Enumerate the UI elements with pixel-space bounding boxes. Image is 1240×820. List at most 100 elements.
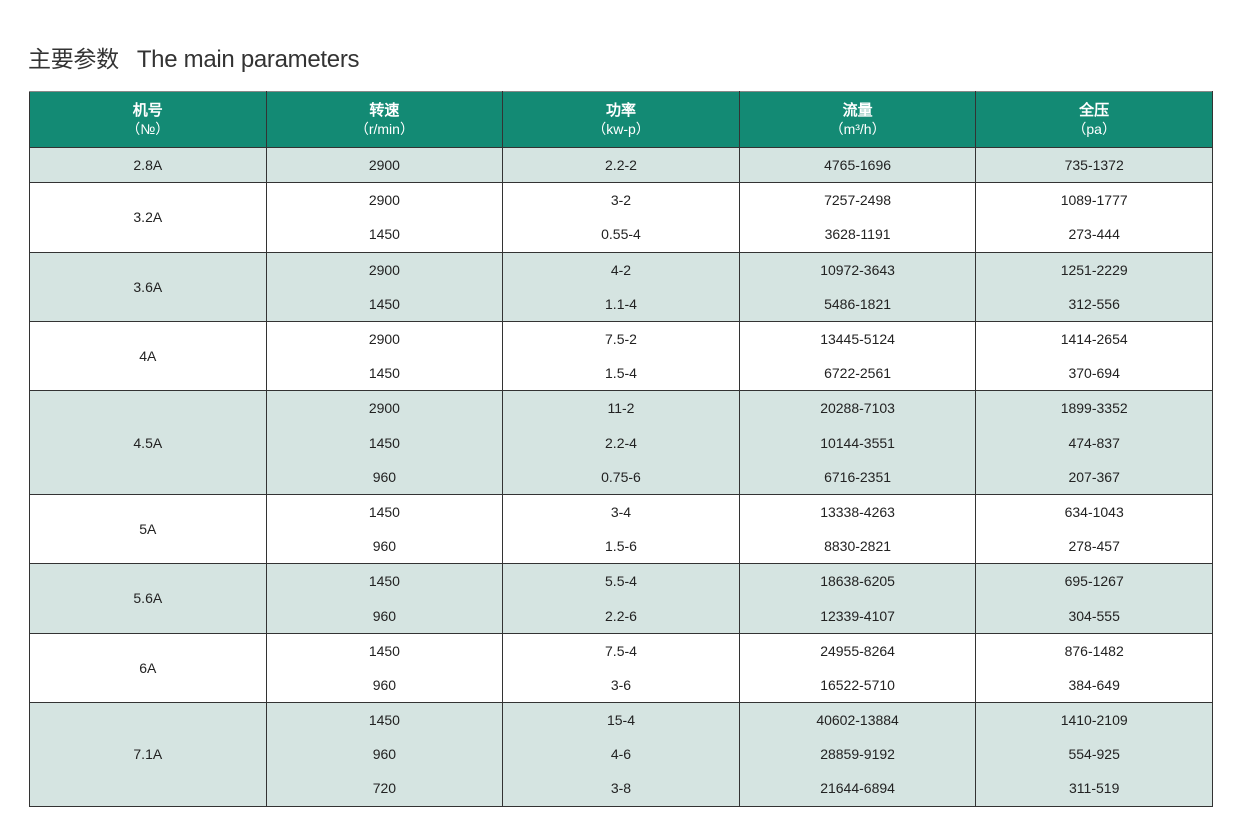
flow-cell: 10972-3643	[738, 252, 977, 287]
model-cell: 3.6A	[29, 252, 267, 322]
speed-cell: 1450	[265, 356, 504, 392]
table-row: 1450 0.55-4 3628-1191 273-444	[30, 217, 1213, 253]
table-row: 5.6A 1450 5.5-4 18638-6205 695-1267	[29, 563, 1213, 634]
power-cell: 4-2	[502, 252, 740, 287]
table-row: 2.8A 2900 2.2-2 4765-1696 735-1372	[29, 147, 1213, 184]
flow-cell: 13338-4263	[738, 494, 977, 530]
table-row: 7.1A 1450 15-4 40602-13884 1410-2109	[29, 702, 1213, 807]
pressure-cell: 273-444	[975, 217, 1213, 253]
parameters-table: 机号 （№） 转速 （r/min） 功率 （kw-p） 流量 （m³/h） 全压 （pa）…	[29, 91, 1213, 807]
flow-cell: 28859-9192	[738, 737, 977, 772]
pressure-cell: 634-1043	[975, 494, 1213, 530]
pressure-cell: 1899-3352	[975, 390, 1213, 426]
pressure-cell: 735-1372	[975, 147, 1213, 184]
header-label: 流量	[842, 100, 873, 119]
speed-cell: 1450	[265, 286, 504, 322]
header-pressure: 全压 （pa）	[975, 91, 1213, 148]
pressure-cell: 1251-2229	[975, 252, 1213, 287]
flow-cell: 6716-2351	[738, 459, 977, 495]
speed-cell: 1450	[265, 425, 504, 460]
flow-cell: 13445-5124	[738, 321, 977, 357]
model-cell: 4A	[29, 321, 267, 392]
power-cell: 1.5-4	[502, 356, 740, 392]
table-row: 1450 1.1-4 5486-1821 312-556	[30, 286, 1213, 322]
table-row: 4A 2900 7.5-2 13445-5124 1414-2654	[29, 321, 1213, 392]
power-cell: 2.2-6	[502, 598, 740, 634]
power-cell: 1.5-6	[502, 529, 740, 565]
header-unit: （№）	[126, 120, 170, 137]
pressure-cell: 1414-2654	[975, 321, 1213, 357]
page-title: 主要参数 The main parameters	[28, 40, 360, 74]
pressure-cell: 1410-2109	[975, 702, 1213, 738]
power-cell: 2.2-4	[502, 425, 740, 460]
speed-cell: 2900	[265, 147, 504, 184]
power-cell: 3-6	[502, 667, 740, 703]
pressure-cell: 207-367	[975, 459, 1213, 495]
pressure-cell: 1089-1777	[975, 182, 1213, 218]
flow-cell: 7257-2498	[738, 182, 977, 218]
flow-cell: 5486-1821	[738, 286, 977, 322]
header-unit: （r/min）	[354, 120, 414, 137]
speed-cell: 720	[265, 771, 504, 807]
model-cell: 5.6A	[29, 563, 267, 634]
table-row: 960 0.75-6 6716-2351 207-367	[30, 459, 1213, 495]
speed-cell: 1450	[265, 217, 504, 253]
speed-cell: 1450	[265, 633, 504, 668]
power-cell: 3-8	[502, 771, 740, 807]
pressure-cell: 876-1482	[975, 633, 1213, 668]
table-row: 1450 2.2-4 10144-3551 474-837	[30, 425, 1213, 460]
header-label: 功率	[605, 100, 636, 119]
speed-cell: 960	[265, 737, 504, 772]
header-unit: （kw-p）	[592, 120, 650, 137]
speed-cell: 1450	[265, 494, 504, 530]
model-cell: 7.1A	[29, 702, 267, 807]
flow-cell: 12339-4107	[738, 598, 977, 634]
table-row: 960 3-6 16522-5710 384-649	[30, 667, 1213, 703]
power-cell: 2.2-2	[502, 147, 740, 184]
table-row: 720 3-8 21644-6894 311-519	[30, 771, 1213, 807]
speed-cell: 960	[265, 529, 504, 565]
flow-cell: 21644-6894	[738, 771, 977, 807]
speed-cell: 2900	[265, 390, 504, 426]
table-header-row: 机号 （№） 转速 （r/min） 功率 （kw-p） 流量 （m³/h） 全压 （pa）	[29, 91, 1213, 148]
pressure-cell: 278-457	[975, 529, 1213, 565]
table-row: 3.6A 2900 4-2 10972-3643 1251-2229	[29, 252, 1213, 322]
power-cell: 15-4	[502, 702, 740, 738]
header-speed: 转速 （r/min）	[265, 91, 504, 148]
speed-cell: 2900	[265, 252, 504, 287]
speed-cell: 960	[265, 598, 504, 634]
flow-cell: 10144-3551	[738, 425, 977, 460]
model-cell: 3.2A	[29, 182, 267, 253]
pressure-cell: 370-694	[975, 356, 1213, 392]
header-power: 功率 （kw-p）	[502, 91, 740, 148]
speed-cell: 960	[265, 459, 504, 495]
table-row: 6A 1450 7.5-4 24955-8264 876-1482	[29, 633, 1213, 704]
flow-cell: 20288-7103	[738, 390, 977, 426]
speed-cell: 960	[265, 667, 504, 703]
title-en: The main parameters	[136, 46, 360, 73]
table-row: 960 4-6 28859-9192 554-925	[30, 737, 1213, 772]
header-label: 转速	[369, 100, 400, 119]
flow-cell: 8830-2821	[738, 529, 977, 565]
pressure-cell: 311-519	[975, 771, 1213, 807]
speed-cell: 1450	[265, 563, 504, 599]
power-cell: 7.5-4	[502, 633, 740, 668]
header-label: 全压	[1079, 100, 1110, 119]
table-row: 3.2A 2900 3-2 7257-2498 1089-1777	[29, 182, 1213, 253]
flow-cell: 16522-5710	[738, 667, 977, 703]
header-label: 机号	[132, 100, 163, 119]
power-cell: 3-2	[502, 182, 740, 218]
flow-cell: 6722-2561	[738, 356, 977, 392]
power-cell: 11-2	[502, 390, 740, 426]
table-body: 2.8A 2900 2.2-2 4765-1696 735-1372 3.2A 2900 3-…	[29, 147, 1213, 807]
pressure-cell: 312-556	[975, 286, 1213, 322]
flow-cell: 24955-8264	[738, 633, 977, 668]
pressure-cell: 695-1267	[975, 563, 1213, 599]
speed-cell: 1450	[265, 702, 504, 738]
table-row: 1450 1.5-4 6722-2561 370-694	[30, 356, 1213, 392]
speed-cell: 2900	[265, 182, 504, 218]
title-cn: 主要参数	[28, 47, 119, 73]
flow-cell: 40602-13884	[738, 702, 977, 738]
model-cell: 5A	[29, 494, 267, 565]
flow-cell: 4765-1696	[738, 147, 977, 184]
